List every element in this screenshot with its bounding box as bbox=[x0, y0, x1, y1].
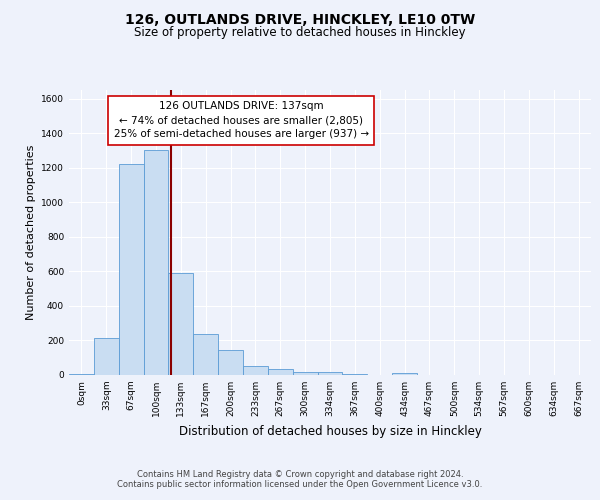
Text: Size of property relative to detached houses in Hinckley: Size of property relative to detached ho… bbox=[134, 26, 466, 39]
Bar bbox=[69, 374, 94, 375]
Bar bbox=[119, 164, 143, 375]
Bar bbox=[392, 374, 417, 375]
Bar bbox=[143, 150, 169, 375]
Bar bbox=[218, 350, 243, 375]
Bar bbox=[343, 374, 367, 375]
Text: Contains HM Land Registry data © Crown copyright and database right 2024.
Contai: Contains HM Land Registry data © Crown c… bbox=[118, 470, 482, 489]
X-axis label: Distribution of detached houses by size in Hinckley: Distribution of detached houses by size … bbox=[179, 424, 481, 438]
Bar bbox=[268, 369, 293, 375]
Bar bbox=[94, 338, 119, 375]
Bar bbox=[169, 273, 193, 375]
Text: 126, OUTLANDS DRIVE, HINCKLEY, LE10 0TW: 126, OUTLANDS DRIVE, HINCKLEY, LE10 0TW bbox=[125, 12, 475, 26]
Bar bbox=[317, 372, 343, 375]
Y-axis label: Number of detached properties: Number of detached properties bbox=[26, 145, 35, 320]
Bar bbox=[293, 372, 317, 375]
Bar bbox=[243, 366, 268, 375]
Text: 126 OUTLANDS DRIVE: 137sqm
← 74% of detached houses are smaller (2,805)
25% of s: 126 OUTLANDS DRIVE: 137sqm ← 74% of deta… bbox=[113, 102, 369, 140]
Bar bbox=[193, 334, 218, 375]
